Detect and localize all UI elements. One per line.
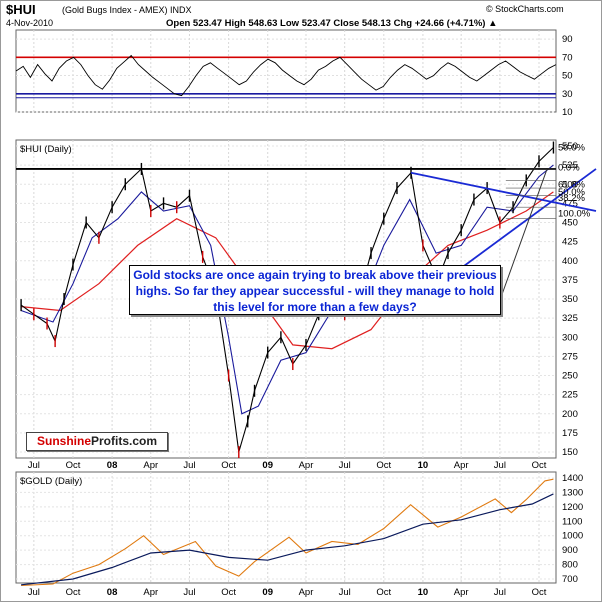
x-tick-label: Oct bbox=[221, 460, 236, 471]
x-tick-label: Apr bbox=[454, 460, 469, 471]
x-tick-label: 08 bbox=[107, 460, 118, 471]
gold-x-tick-label: Apr bbox=[143, 587, 158, 598]
fib-level-label: 0.0% bbox=[558, 162, 580, 173]
hui-ma-short-line bbox=[20, 164, 554, 415]
gold-x-tick-label: Jul bbox=[494, 587, 506, 598]
symbol-title: $HUI bbox=[6, 2, 36, 17]
gold-y-tick-label: 800 bbox=[562, 560, 578, 571]
x-tick-label: Jul bbox=[28, 460, 40, 471]
hui-price-line bbox=[20, 147, 554, 453]
gold-price-line bbox=[21, 478, 554, 587]
fib-level-label: 100.0% bbox=[558, 208, 591, 219]
gold-panel-frame bbox=[15, 471, 557, 584]
fib-level-label: 38.2% bbox=[558, 193, 585, 204]
fib-level-label: 61.8% bbox=[558, 179, 585, 190]
annotation-box: Gold stocks are once again trying to bre… bbox=[129, 265, 501, 315]
rsi-y-tick-label: 30 bbox=[562, 89, 573, 100]
hui-y-tick-label: 150 bbox=[562, 447, 578, 458]
gold-x-tick-label: Oct bbox=[376, 587, 391, 598]
fib-level-label: 50.0% bbox=[558, 143, 585, 154]
x-tick-label: Jul bbox=[494, 460, 506, 471]
gold-y-tick-label: 1300 bbox=[562, 487, 583, 498]
symbol-subtitle: (Gold Bugs Index - AMEX) INDX bbox=[62, 5, 192, 15]
hui-y-tick-label: 425 bbox=[562, 237, 578, 248]
rsi-y-tick-label: 50 bbox=[562, 71, 573, 82]
gold-y-tick-label: 1200 bbox=[562, 502, 583, 513]
annotation-pointer bbox=[499, 168, 548, 301]
hui-legend: $HUI (Daily) bbox=[20, 144, 72, 155]
gold-x-tick-label: 10 bbox=[418, 587, 429, 598]
gold-x-tick-label: Jul bbox=[28, 587, 40, 598]
hui-y-tick-label: 250 bbox=[562, 371, 578, 382]
rsi-line bbox=[15, 54, 557, 97]
gold-legend: $GOLD (Daily) bbox=[20, 476, 82, 487]
gold-x-tick-label: Oct bbox=[221, 587, 236, 598]
hui-y-tick-label: 175 bbox=[562, 428, 578, 439]
gold-x-tick-label: 08 bbox=[107, 587, 118, 598]
rsi-y-tick-label: 70 bbox=[562, 52, 573, 63]
gold-y-tick-label: 1000 bbox=[562, 531, 583, 542]
sunshine-profits-logo: SunshineProfits.com bbox=[26, 432, 168, 451]
gold-x-tick-label: Jul bbox=[339, 587, 351, 598]
hui-y-tick-label: 450 bbox=[562, 218, 578, 229]
x-tick-label: Oct bbox=[376, 460, 391, 471]
chart-date: 4-Nov-2010 bbox=[6, 18, 54, 28]
x-tick-label: 10 bbox=[418, 460, 429, 471]
hui-y-tick-label: 475 bbox=[562, 198, 578, 209]
hui-y-tick-label: 550 bbox=[562, 141, 578, 152]
x-tick-label: Apr bbox=[143, 460, 158, 471]
hui-downtrend-line bbox=[410, 171, 597, 212]
hui-y-tick-label: 325 bbox=[562, 313, 578, 324]
brand-part2: Profits.com bbox=[91, 434, 158, 448]
hui-y-tick-label: 400 bbox=[562, 256, 578, 267]
gold-x-tick-label: Jul bbox=[183, 587, 195, 598]
gold-x-tick-label: Oct bbox=[532, 587, 547, 598]
gold-ma-line bbox=[21, 493, 554, 586]
x-tick-label: Apr bbox=[299, 460, 314, 471]
hui-y-tick-label: 225 bbox=[562, 390, 578, 401]
hui-y-tick-label: 525 bbox=[562, 160, 578, 171]
hui-ma-long-line bbox=[21, 191, 554, 350]
brand-part1: Sunshine bbox=[36, 434, 91, 448]
ohlc-summary: Open 523.47 High 548.63 Low 523.47 Close… bbox=[166, 18, 498, 29]
gold-y-tick-label: 900 bbox=[562, 545, 578, 556]
gold-x-tick-label: Oct bbox=[66, 587, 81, 598]
hui-y-tick-label: 300 bbox=[562, 332, 578, 343]
x-tick-label: Jul bbox=[339, 460, 351, 471]
hui-y-tick-label: 350 bbox=[562, 294, 578, 305]
x-tick-label: Jul bbox=[183, 460, 195, 471]
rsi-panel-frame bbox=[15, 29, 557, 113]
gold-y-tick-label: 1400 bbox=[562, 473, 583, 484]
stockcharts-credit: © StockCharts.com bbox=[486, 4, 564, 14]
hui-y-tick-label: 200 bbox=[562, 409, 578, 420]
rsi-y-tick-label: 90 bbox=[562, 34, 573, 45]
x-tick-label: 09 bbox=[262, 460, 273, 471]
hui-y-tick-label: 500 bbox=[562, 179, 578, 190]
x-tick-label: Oct bbox=[66, 460, 81, 471]
gold-x-tick-label: Apr bbox=[454, 587, 469, 598]
gold-y-tick-label: 700 bbox=[562, 574, 578, 585]
hui-y-tick-label: 375 bbox=[562, 275, 578, 286]
gold-y-tick-label: 1100 bbox=[562, 516, 582, 527]
gold-x-tick-label: 09 bbox=[262, 587, 273, 598]
fib-level-label: 50.0% bbox=[558, 187, 585, 198]
x-tick-label: Oct bbox=[532, 460, 547, 471]
hui-y-tick-label: 275 bbox=[562, 351, 578, 362]
gold-x-tick-label: Apr bbox=[299, 587, 314, 598]
rsi-y-tick-label: 10 bbox=[562, 107, 573, 118]
